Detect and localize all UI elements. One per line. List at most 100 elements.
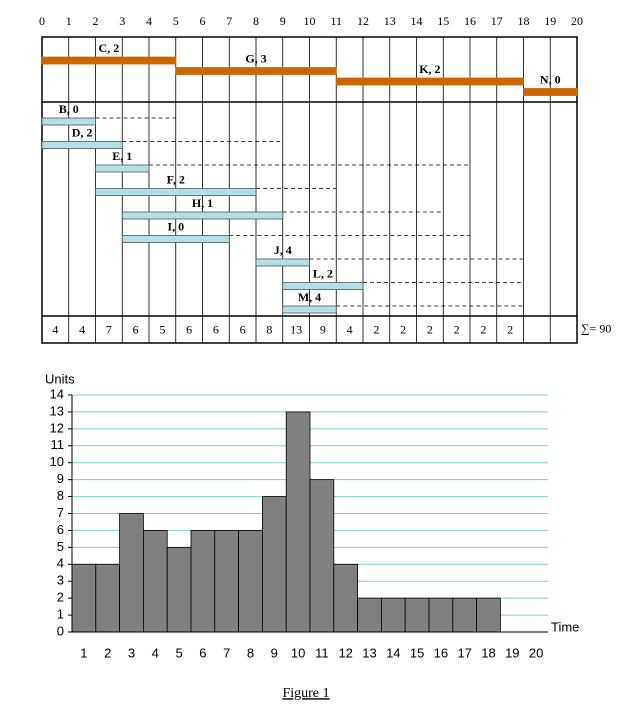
resource-value: 4 <box>347 322 353 336</box>
x-tick-label: 4 <box>146 14 152 28</box>
x-tick-label: 15 <box>437 14 449 28</box>
task-bar <box>282 282 364 290</box>
task-label: B, 0 <box>59 102 79 116</box>
x-tick-label: 3 <box>119 14 125 28</box>
y-tick-label: 6 <box>57 522 64 537</box>
x-axis-title: Time <box>551 619 579 634</box>
bar <box>214 530 240 633</box>
x-tick-label: 16 <box>434 645 448 660</box>
task-label: E, 1 <box>112 149 132 163</box>
resource-value: 5 <box>159 322 165 336</box>
critical-bar <box>175 67 337 75</box>
x-tick-label: 11 <box>330 14 342 28</box>
x-tick-label: 20 <box>529 645 543 660</box>
bar <box>357 597 382 633</box>
y-tick-label: 14 <box>50 386 64 401</box>
resource-value: 2 <box>480 322 486 336</box>
task-bar <box>95 188 257 196</box>
x-tick-label: 12 <box>338 645 352 660</box>
x-tick-label: 18 <box>518 14 530 28</box>
x-tick-label: 8 <box>253 14 259 28</box>
bar <box>238 530 263 633</box>
x-tick-label: 7 <box>223 645 230 660</box>
task-bar <box>41 117 96 126</box>
x-tick-label: 5 <box>173 14 179 28</box>
x-tick-label: 11 <box>315 645 329 660</box>
task-label: N, 0 <box>540 72 561 86</box>
x-tick-label: 5 <box>175 645 182 660</box>
x-tick-label: 1 <box>80 645 87 660</box>
x-tick-label: 17 <box>457 645 471 660</box>
resource-value: 6 <box>186 322 192 336</box>
bar <box>404 597 430 633</box>
task-label: H, 1 <box>192 196 213 210</box>
resource-value: 2 <box>507 322 513 336</box>
resource-value: 8 <box>266 322 272 336</box>
task-label: J, 4 <box>274 243 292 257</box>
bar <box>261 496 287 633</box>
x-tick-label: 13 <box>384 14 396 28</box>
y-axis-title: Units <box>45 371 75 386</box>
x-tick-label: 6 <box>200 14 206 28</box>
gantt-chart: 0 1 2 3 4 5 6 7 8 9 10 11 12 13 14 15 16 17 18 19 20C, 2G, 3… <box>39 14 611 344</box>
y-tick-label: 9 <box>57 471 64 486</box>
bar <box>476 597 501 633</box>
task-bar <box>95 164 150 173</box>
task-bar <box>121 211 284 220</box>
resource-value: 7 <box>106 322 112 336</box>
task-label: G, 3 <box>245 51 266 65</box>
task-label: I, 0 <box>167 219 184 233</box>
y-tick-label: 7 <box>57 505 64 520</box>
x-tick-label: 2 <box>93 14 99 28</box>
y-tick-label: 4 <box>57 556 64 571</box>
x-tick-label: 18 <box>481 645 495 660</box>
bar <box>119 513 144 633</box>
task-label: K, 2 <box>419 62 440 76</box>
task-label: F, 2 <box>167 172 185 186</box>
resource-value: 2 <box>373 322 379 336</box>
x-tick-label: 19 <box>544 14 556 28</box>
x-tick-label: 10 <box>291 645 305 660</box>
caption: Figure 1 <box>282 686 329 701</box>
x-tick-label: 17 <box>491 14 503 28</box>
resource-value: 9 <box>320 322 326 336</box>
x-tick-label: 9 <box>271 645 278 660</box>
x-tick-label: 15 <box>410 645 424 660</box>
y-tick-label: 11 <box>51 437 65 452</box>
task-bar <box>121 235 230 243</box>
bar <box>95 563 121 633</box>
critical-bar <box>41 56 177 65</box>
bar <box>285 411 311 633</box>
resource-value: 2 <box>427 322 433 336</box>
y-tick-label: 3 <box>57 573 64 588</box>
task-label: D, 2 <box>72 125 93 139</box>
x-tick-label: 14 <box>386 645 400 660</box>
bar <box>333 563 358 633</box>
y-tick-label: 10 <box>50 454 64 469</box>
y-tick-label: 13 <box>50 403 64 418</box>
x-tick-label: 20 <box>571 14 583 28</box>
bar <box>309 479 335 633</box>
y-tick-label: 5 <box>57 539 64 554</box>
resource-value: 6 <box>240 322 246 336</box>
resource-value: 13 <box>290 322 302 336</box>
x-tick-label: 12 <box>357 14 369 28</box>
bar <box>380 597 406 633</box>
total-label: ∑= 90 <box>581 321 611 335</box>
bar <box>428 597 454 633</box>
x-tick-label: 9 <box>280 14 286 28</box>
task-label: M, 4 <box>298 290 321 304</box>
bar <box>166 546 192 633</box>
x-tick-label: 13 <box>362 645 376 660</box>
x-tick-label: 10 <box>304 14 316 28</box>
y-tick-label: 2 <box>57 590 64 605</box>
x-tick-label: 16 <box>464 14 476 28</box>
task-label: C, 2 <box>99 41 120 55</box>
x-tick-label: 3 <box>128 645 135 660</box>
resource-value: 6 <box>213 322 219 336</box>
y-tick-label: 8 <box>57 488 64 503</box>
critical-bar <box>335 77 524 86</box>
x-tick-label: 4 <box>152 645 159 660</box>
